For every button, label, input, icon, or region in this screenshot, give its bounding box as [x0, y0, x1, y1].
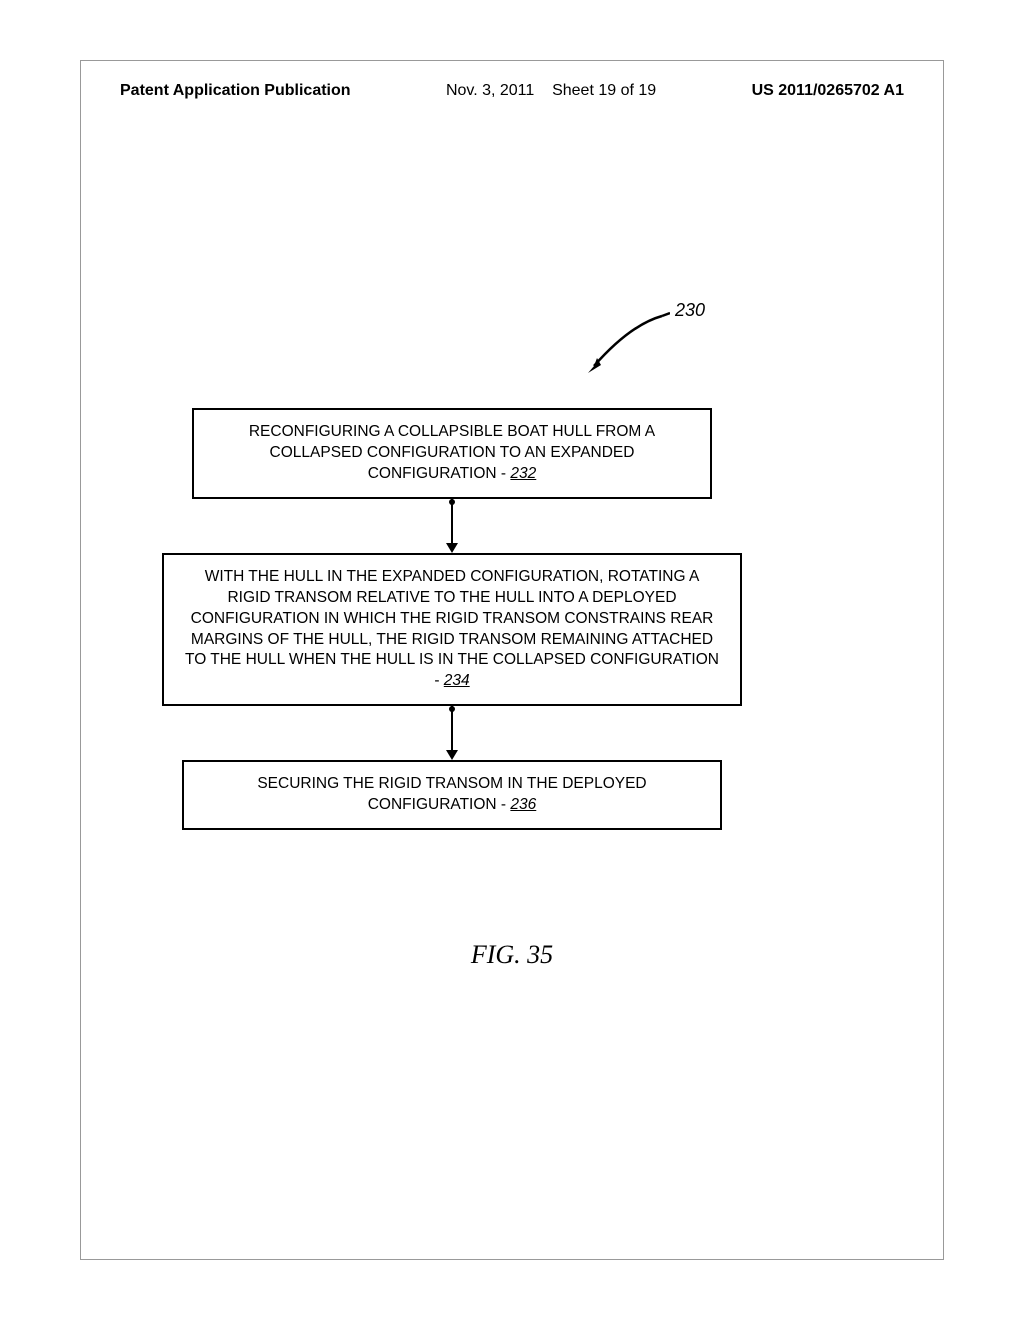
header-date: Nov. 3, 2011: [446, 82, 534, 99]
step-3-text: SECURING THE RIGID TRANSOM IN THE DEPLOY…: [257, 775, 646, 813]
header-date-sheet: Nov. 3, 2011 Sheet 19 of 19: [446, 82, 656, 100]
page-header: Patent Application Publication Nov. 3, 2…: [120, 82, 904, 100]
step-1-num: 232: [510, 465, 536, 482]
figure-label: FIG. 35: [0, 940, 1024, 970]
flow-step-1: RECONFIGURING A COLLAPSIBLE BOAT HULL FR…: [192, 408, 712, 499]
header-sheet: Sheet 19 of 19: [552, 82, 656, 99]
header-docnum: US 2011/0265702 A1: [752, 82, 904, 100]
step-3-num: 236: [510, 796, 536, 813]
flowchart-container: RECONFIGURING A COLLAPSIBLE BOAT HULL FR…: [162, 408, 742, 830]
step-2-num: 234: [444, 672, 470, 689]
reference-arrow: [580, 310, 670, 375]
flow-step-3: SECURING THE RIGID TRANSOM IN THE DEPLOY…: [182, 760, 722, 830]
reference-numeral: 230: [675, 300, 705, 321]
connector-2: [162, 706, 742, 760]
step-1-text: RECONFIGURING A COLLAPSIBLE BOAT HULL FR…: [249, 423, 655, 482]
header-publication: Patent Application Publication: [120, 82, 351, 100]
flow-step-2: WITH THE HULL IN THE EXPANDED CONFIGURAT…: [162, 553, 742, 707]
connector-1: [162, 499, 742, 553]
